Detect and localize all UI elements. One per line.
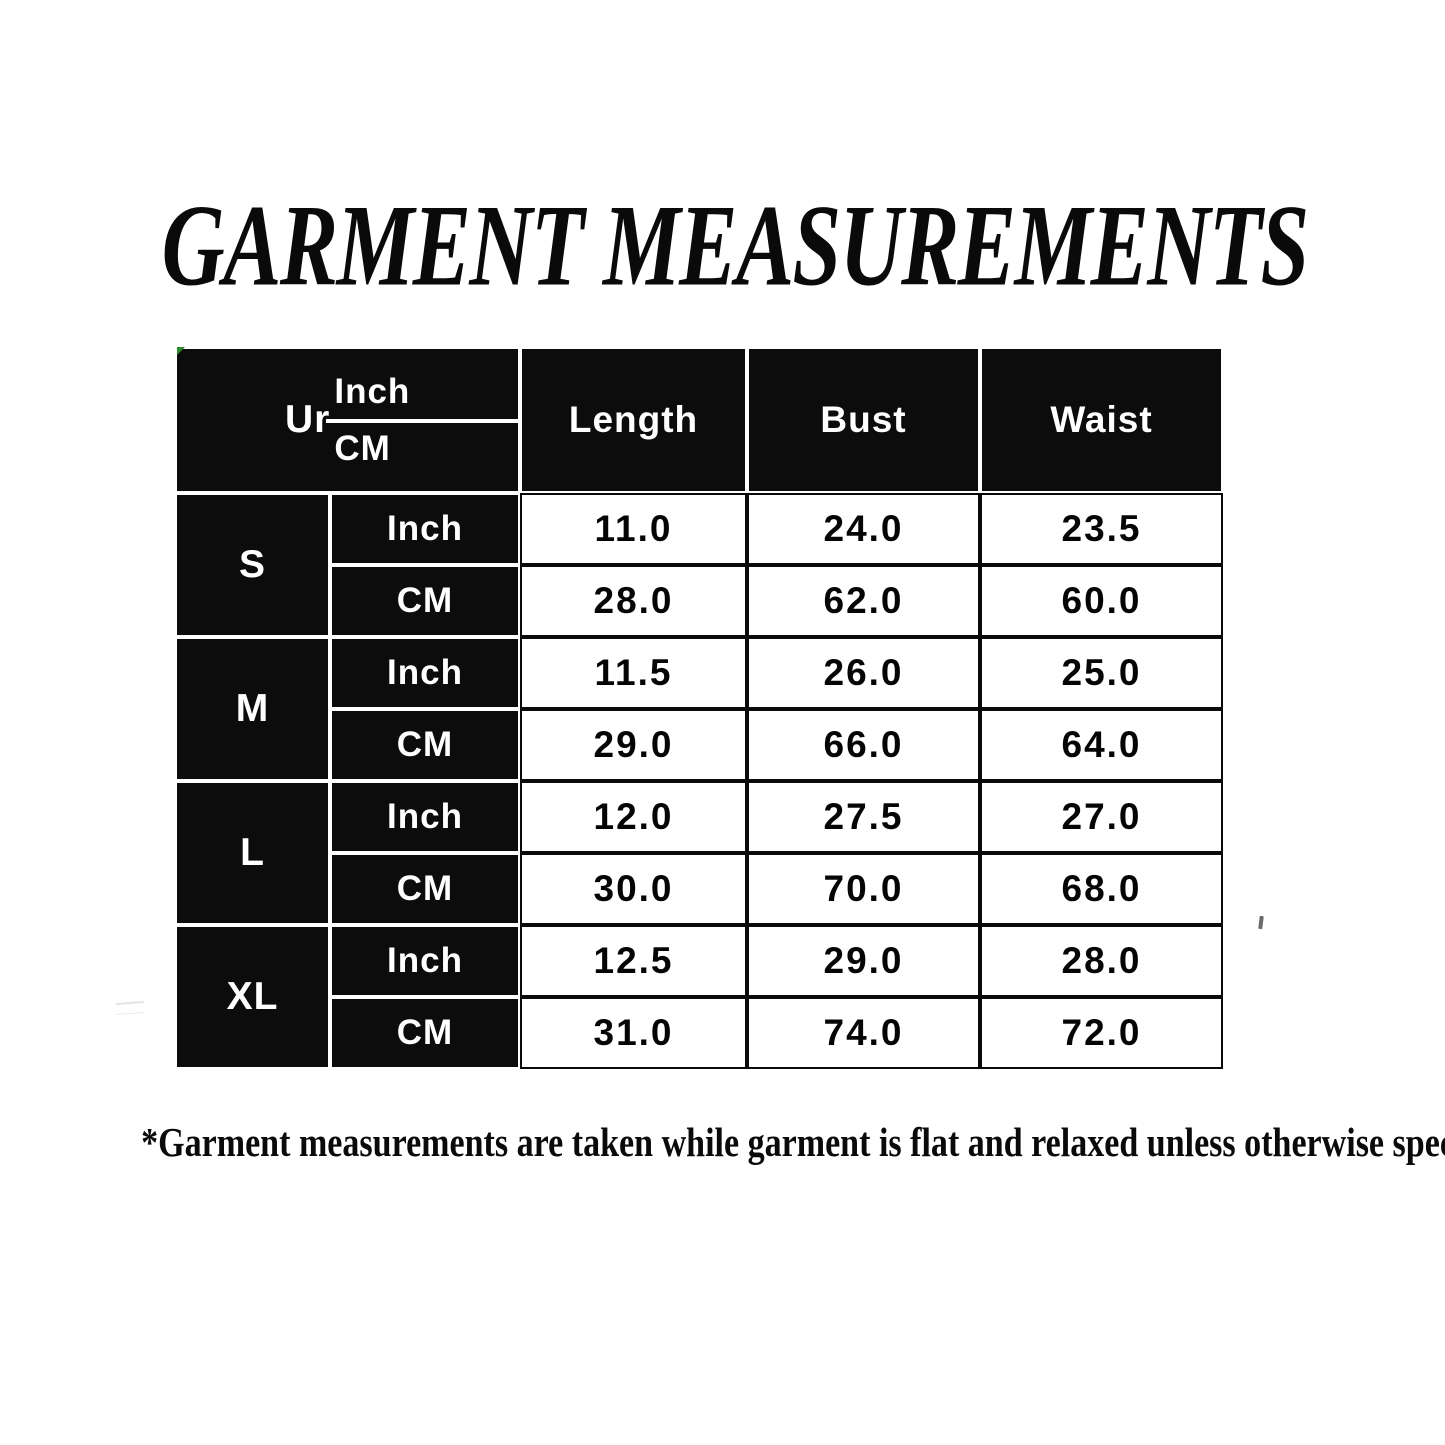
unit-cell: Inch [330,781,521,853]
size-cell-s: S [175,493,330,637]
value-cell-length: 12.0 [520,781,748,853]
value-cell-bust: 26.0 [747,637,981,709]
table-row-xl-cm: CM 31.0 74.0 72.0 [175,997,1224,1069]
unit-cell: CM [330,565,521,637]
unit-cell: CM [330,997,521,1069]
artifact-green-pixel [177,347,185,355]
value-cell-waist: 72.0 [980,997,1224,1069]
value-cell-length: 29.0 [520,709,748,781]
value-cell-waist: 28.0 [980,925,1224,997]
unit-header-cell: Ur Inch CM [175,347,521,493]
unit-cell: CM [330,853,521,925]
table-row-m-cm: CM 29.0 66.0 64.0 [175,709,1224,781]
value-cell-waist: 68.0 [980,853,1224,925]
table-row-l-cm: CM 30.0 70.0 68.0 [175,853,1224,925]
table-row-xl-inch: XL Inch 12.5 29.0 28.0 [175,925,1224,1069]
unit-cell: CM [330,709,521,781]
value-cell-length: 28.0 [520,565,748,637]
page-title-text: GARMENT MEASUREMENTS [161,181,1310,311]
value-cell-bust: 74.0 [747,997,981,1069]
unit-cell: Inch [330,493,521,565]
unit-label: Ur [285,398,331,441]
size-cell-m: M [175,637,330,781]
value-cell-waist: 64.0 [980,709,1224,781]
table-row-s-inch: S Inch 11.0 24.0 23.5 [175,493,1224,637]
unit-cell: Inch [330,637,521,709]
value-cell-waist: 23.5 [980,493,1224,565]
value-cell-bust: 24.0 [747,493,981,565]
value-cell-length: 31.0 [520,997,748,1069]
value-cell-bust: 66.0 [747,709,981,781]
column-header-waist: Waist [980,347,1224,493]
footnote: *Garment measurements are taken while ga… [0,1118,1445,1166]
value-cell-length: 12.5 [520,925,748,997]
value-cell-waist: 27.0 [980,781,1224,853]
value-cell-bust: 29.0 [747,925,981,997]
value-cell-length: 11.5 [520,637,748,709]
value-cell-length: 11.0 [520,493,748,565]
table-row-l-inch: L Inch 12.0 27.5 27.0 [175,781,1224,925]
table-row-s-cm: CM 28.0 62.0 60.0 [175,565,1224,637]
value-cell-bust: 27.5 [747,781,981,853]
value-cell-length: 30.0 [520,853,748,925]
unit-fraction-inch-label: Inch [326,372,519,423]
footnote-text: *Garment measurements are taken while ga… [141,1119,1445,1165]
unit-fraction-cm-label: CM [334,428,391,468]
table-row-m-inch: M Inch 11.5 26.0 25.0 [175,637,1224,781]
column-header-length: Length [520,347,748,493]
value-cell-waist: 60.0 [980,565,1224,637]
page-title: GARMENT MEASUREMENTS [0,182,1445,311]
value-cell-bust: 70.0 [747,853,981,925]
header-row: Ur Inch CM Length Bust Waist [175,347,1224,493]
size-cell-xl: XL [175,925,330,1069]
value-cell-waist: 25.0 [980,637,1224,709]
unit-cell: Inch [330,925,521,997]
unit-header-content: Ur Inch CM [177,349,519,491]
measurements-table: Ur Inch CM Length Bust Waist S Inch 11.0… [175,347,1224,1069]
artifact-tick-mark [1258,915,1264,930]
column-header-bust: Bust [747,347,981,493]
artifact-smudge [115,1001,145,1015]
size-cell-l: L [175,781,330,925]
value-cell-bust: 62.0 [747,565,981,637]
unit-fraction: Inch CM [326,372,519,469]
